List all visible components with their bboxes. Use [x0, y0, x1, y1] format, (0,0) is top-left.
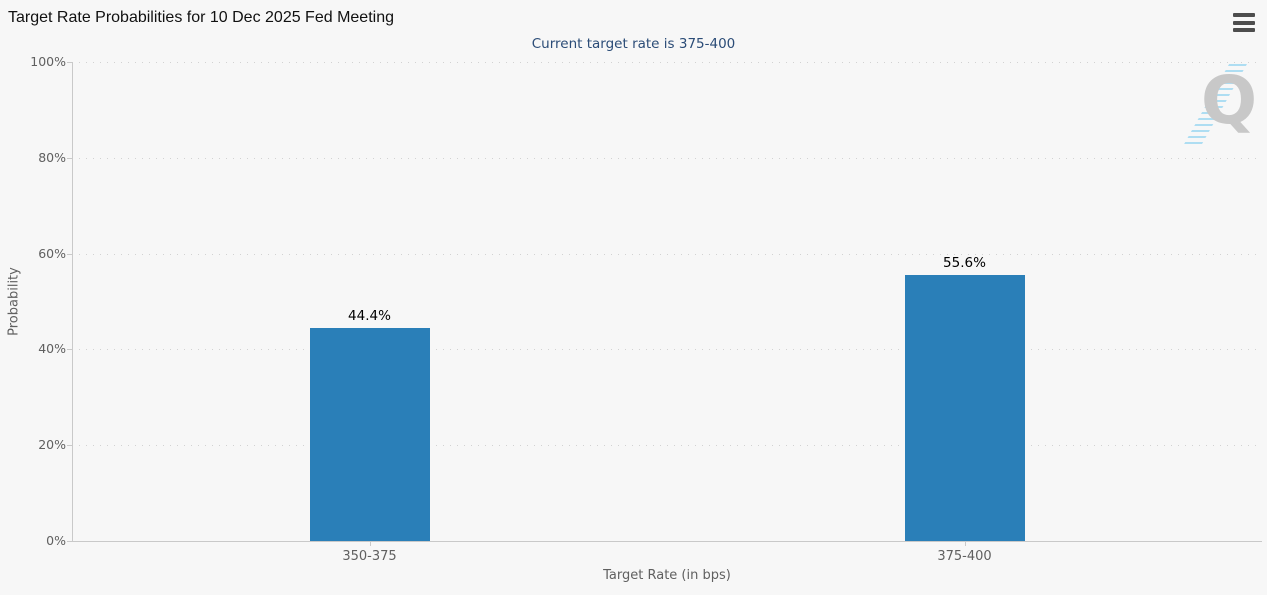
bar-value-label: 55.6% — [943, 254, 986, 271]
chart-title: Target Rate Probabilities for 10 Dec 202… — [8, 9, 394, 26]
bar-value-label: 44.4% — [348, 308, 391, 325]
hamburger-menu-icon[interactable] — [1233, 13, 1255, 32]
y-axis-tick — [67, 253, 72, 255]
y-tick-label: 80% — [38, 149, 66, 165]
x-axis-tick — [369, 541, 371, 546]
y-axis-tick — [67, 157, 72, 159]
x-tick-label: 375-400 — [937, 549, 992, 564]
y-axis-tick — [67, 349, 72, 351]
y-gridline — [72, 157, 1262, 159]
chart-subtitle: Current target rate is 375-400 — [531, 36, 736, 52]
y-gridline — [72, 253, 1262, 255]
y-axis-line — [72, 62, 73, 541]
y-gridline — [72, 349, 1262, 351]
x-tick-label: 350-375 — [342, 549, 397, 564]
y-axis-tick — [67, 62, 72, 63]
y-tick-label: 20% — [38, 437, 66, 453]
x-axis-tick — [964, 541, 966, 546]
x-axis-title: Target Rate (in bps) — [603, 568, 731, 583]
bar-350-375[interactable] — [309, 328, 430, 541]
quikstrike-watermark-q-icon: Q — [1201, 62, 1258, 139]
y-gridline — [72, 62, 1262, 63]
y-gridline — [72, 445, 1262, 447]
y-tick-label: 100% — [30, 54, 66, 69]
bar-375-400[interactable] — [904, 274, 1025, 541]
menu-bar — [1233, 13, 1255, 17]
y-tick-label: 60% — [38, 245, 66, 261]
y-axis-tick — [67, 541, 72, 542]
y-tick-label: 40% — [38, 341, 66, 357]
x-axis-line — [72, 541, 1262, 542]
menu-bar — [1233, 20, 1255, 25]
y-tick-label: 0% — [46, 533, 66, 548]
menu-bar — [1233, 28, 1255, 32]
y-axis-title: Probability — [6, 267, 22, 336]
y-axis-tick — [67, 445, 72, 447]
